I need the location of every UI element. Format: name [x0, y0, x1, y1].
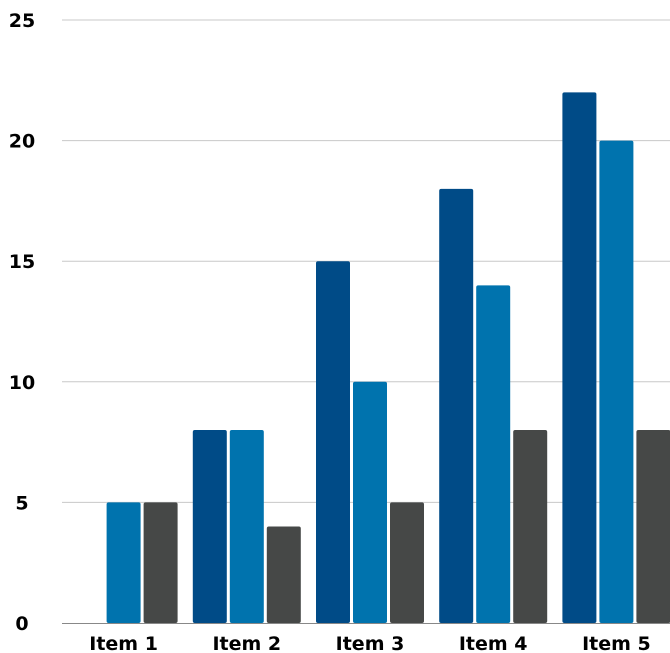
y-tick-label: 25	[9, 10, 35, 32]
y-tick-label: 10	[9, 372, 35, 394]
bar-series-3-item-4	[513, 430, 548, 623]
bar-series-2-item-4	[476, 285, 511, 623]
bar-series-2-item-1	[106, 502, 141, 623]
x-tick-label: Item 5	[582, 633, 651, 653]
bar-series-2-item-3	[353, 381, 387, 623]
bar-series-3-item-5	[636, 430, 670, 623]
x-tick-label: Item 2	[212, 633, 281, 653]
x-tick-label: Item 4	[459, 633, 528, 653]
y-tick-label: 15	[9, 251, 35, 273]
y-axis-ticks: 0 5 10 15 20 25	[9, 10, 35, 635]
bar-series-3-item-3	[390, 502, 424, 623]
bar-series-2-item-5	[599, 140, 634, 623]
bar-series-1-item-5	[562, 92, 597, 624]
bar-series-1-item-4	[439, 188, 474, 623]
bar-series-3-item-2	[266, 526, 301, 623]
bars	[106, 92, 670, 624]
bar-series-1-item-2	[192, 430, 227, 623]
bar-series-3-item-1	[143, 502, 178, 623]
x-tick-label: Item 3	[336, 633, 405, 653]
x-tick-label: Item 1	[89, 633, 158, 653]
y-tick-label: 0	[15, 613, 28, 635]
y-tick-label: 20	[9, 131, 35, 153]
x-axis-ticks: Item 1 Item 2 Item 3 Item 4 Item 5	[89, 633, 650, 653]
y-tick-label: 5	[15, 492, 28, 514]
bar-series-1-item-3	[316, 261, 350, 623]
bar-series-2-item-2	[229, 430, 264, 623]
